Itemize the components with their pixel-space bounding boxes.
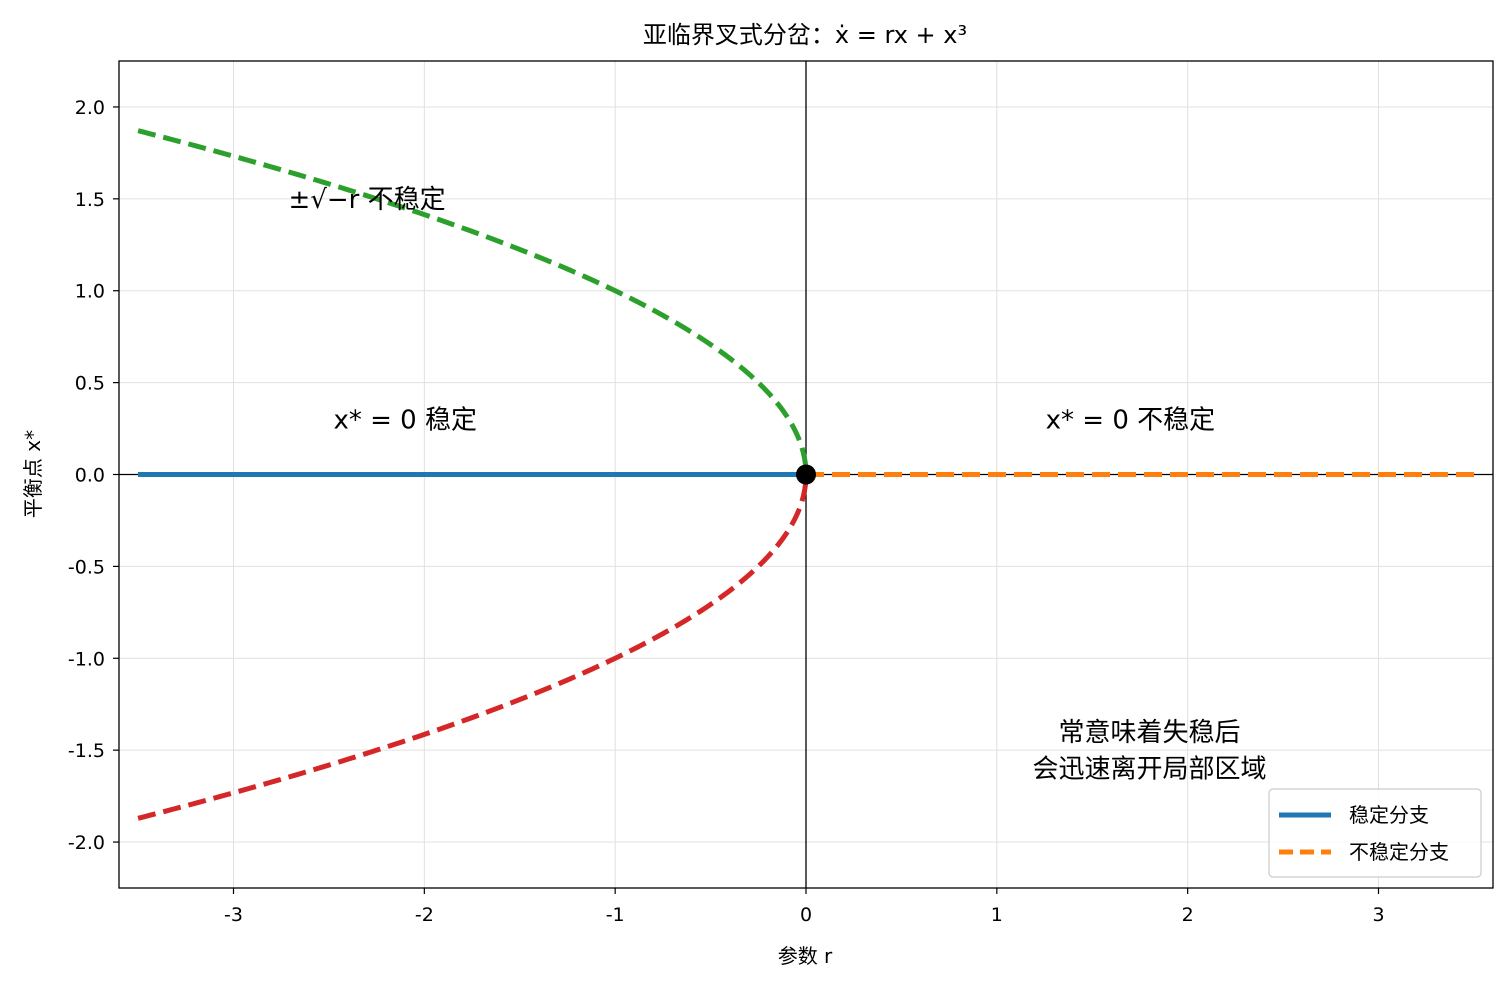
y-tick-label: -0.5	[68, 556, 105, 578]
x-tick-label: -2	[415, 904, 434, 926]
bifurcation-point	[796, 464, 816, 485]
x-tick-label: -3	[224, 904, 243, 926]
y-tick-label: 1.0	[75, 281, 105, 303]
y-tick-label: 0.5	[75, 373, 105, 395]
annotations-layer: ±√−r 不稳定 x* = 0 稳定 x* = 0 不稳定常意味着失稳后会迅速离开局…	[289, 185, 1267, 785]
x-axis-label: 参数 r	[778, 944, 833, 968]
x-tick-label: 1	[991, 904, 1003, 926]
annotation-text: 常意味着失稳后	[1058, 718, 1240, 748]
x-tick-label: -1	[606, 904, 625, 926]
x-tick-label: 2	[1182, 904, 1194, 926]
annotation-text: 会迅速离开局部区域	[1032, 755, 1266, 785]
y-tick-label: 1.5	[75, 189, 105, 211]
annotation-text: x* = 0 不稳定	[1046, 405, 1216, 435]
y-axis-label: 平衡点 x*	[21, 430, 45, 518]
x-tick-label: 3	[1372, 904, 1384, 926]
y-tick-label: 2.0	[75, 97, 105, 119]
ticks-layer: -3 -2 -1 0 1 2 3 2.0 1.5 1.0 0.5 0.0 -0.5 -1.0 -1.5 -2.…	[68, 97, 1385, 926]
y-tick-label: -1.5	[68, 740, 105, 762]
legend-box	[1268, 788, 1482, 878]
plot-frame	[118, 60, 1494, 889]
chart-title: 亚临界叉式分岔：ẋ = rx + x³	[643, 21, 967, 49]
y-tick-label: 0.0	[75, 465, 105, 487]
legend-label: 稳定分支	[1349, 803, 1429, 827]
legend-label: 不稳定分支	[1349, 840, 1449, 864]
lower-unstable-branch	[137, 474, 809, 821]
annotation-text: ±√−r 不稳定	[289, 185, 446, 215]
annotation-text: x* = 0 稳定	[333, 405, 477, 435]
series-layer	[137, 128, 1474, 821]
x-tick-label: 0	[800, 904, 812, 926]
y-tick-label: -1.0	[68, 648, 105, 670]
y-tick-label: -2.0	[68, 832, 105, 854]
upper-unstable-branch	[137, 128, 809, 475]
